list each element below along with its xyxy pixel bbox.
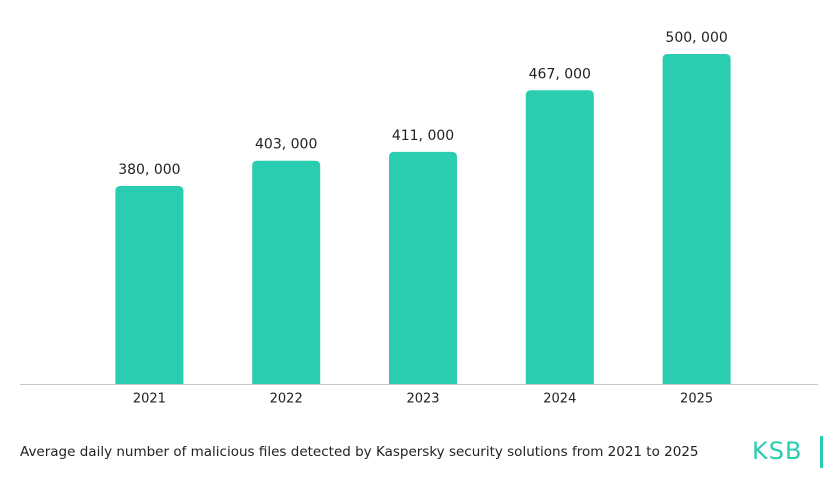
x-tick-label: 2023 [406, 392, 439, 407]
bar [115, 186, 184, 384]
value-label: 500, 000 [665, 30, 727, 46]
bar [662, 54, 731, 384]
value-label: 403, 000 [255, 137, 317, 153]
value-label: 467, 000 [529, 66, 591, 82]
logo-bar [820, 436, 823, 468]
value-label: 380, 000 [118, 162, 180, 178]
bar [252, 160, 321, 384]
x-tick-label: 2022 [270, 392, 303, 407]
value-label: 411, 000 [392, 128, 454, 144]
x-tick-label: 2025 [680, 392, 713, 407]
bar [389, 151, 457, 384]
bar [525, 90, 594, 385]
x-tick-label: 2024 [543, 392, 576, 407]
x-tick-label: 2021 [133, 392, 166, 407]
logo: KSB [752, 437, 802, 465]
caption: Average daily number of malicious files … [20, 444, 699, 460]
